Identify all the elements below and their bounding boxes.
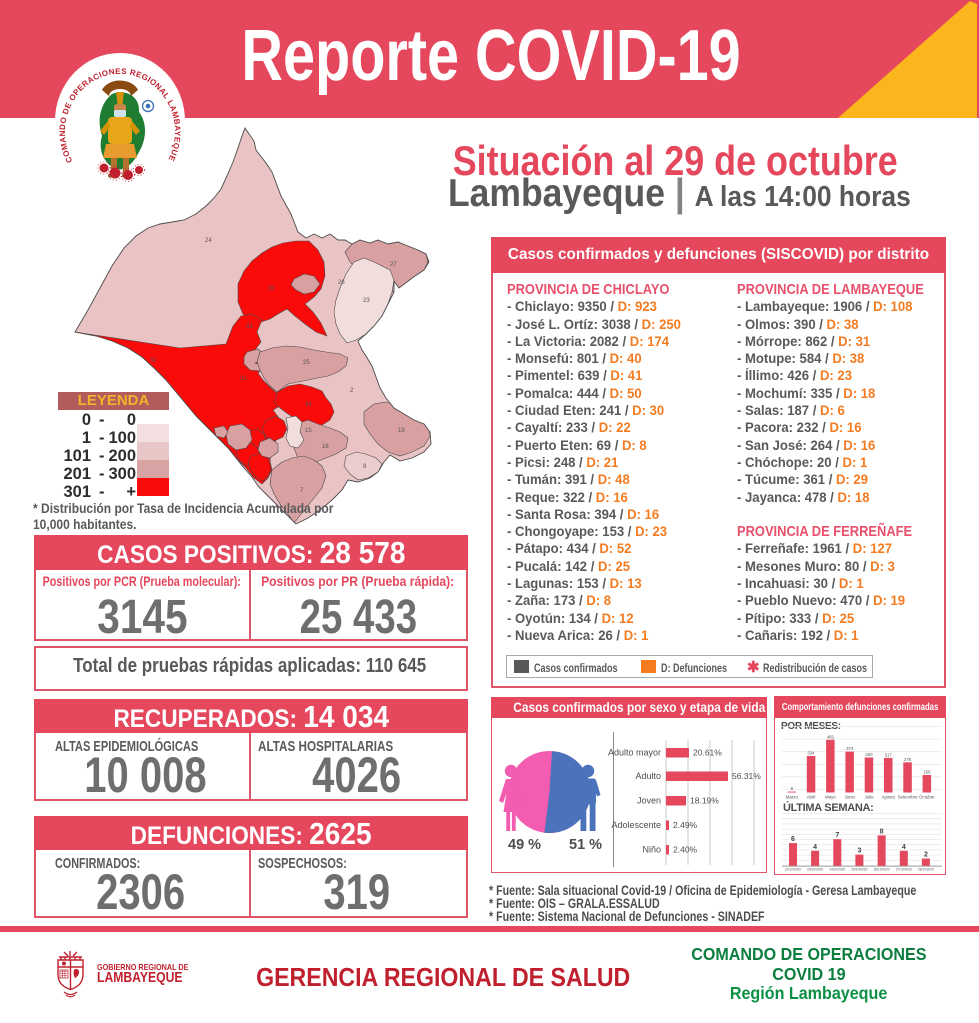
svg-text:51 %: 51 %	[569, 837, 602, 853]
svg-text:374: 374	[846, 746, 854, 751]
svg-text:24/10/2020: 24/10/2020	[829, 867, 845, 871]
svg-text:2: 2	[924, 852, 928, 859]
svg-text:Abril: Abril	[807, 795, 816, 800]
svg-text:2.40%: 2.40%	[673, 845, 698, 855]
svg-text:317: 317	[885, 752, 893, 757]
svg-text:160: 160	[923, 770, 931, 775]
svg-text:Julio: Julio	[864, 795, 874, 800]
svg-text:20.61%: 20.61%	[693, 748, 722, 758]
svg-text:Adulto: Adulto	[635, 771, 661, 781]
svg-text:30: 30	[268, 286, 275, 292]
svg-text:Niño: Niño	[642, 845, 661, 855]
svg-text:33: 33	[246, 324, 253, 330]
svg-text:32: 32	[150, 358, 157, 364]
svg-text:27/10/2020: 27/10/2020	[896, 867, 912, 871]
svg-text:23: 23	[363, 298, 370, 304]
svg-text:23/10/2020: 23/10/2020	[807, 867, 823, 871]
svg-text:2.49%: 2.49%	[673, 820, 698, 830]
svg-text:Octubre: Octubre	[919, 795, 935, 800]
svg-text:Mayo: Mayo	[825, 795, 836, 800]
svg-text:7: 7	[835, 832, 839, 839]
svg-text:7: 7	[300, 488, 304, 494]
svg-text:34: 34	[305, 402, 312, 408]
svg-text:3: 3	[857, 848, 861, 855]
svg-text:27: 27	[390, 262, 397, 268]
svg-text:56.31%: 56.31%	[732, 771, 761, 781]
svg-text:6: 6	[791, 836, 795, 843]
svg-text:4: 4	[813, 844, 817, 851]
svg-text:ÚLTIMA SEMANA:: ÚLTIMA SEMANA:	[783, 801, 874, 814]
svg-text:18.19%: 18.19%	[690, 796, 719, 806]
svg-text:19: 19	[398, 428, 405, 434]
svg-text:320: 320	[865, 752, 873, 757]
svg-text:Joven: Joven	[637, 796, 661, 806]
svg-text:4: 4	[902, 844, 906, 851]
svg-text:Marzo: Marzo	[786, 795, 799, 800]
svg-text:8: 8	[791, 786, 794, 791]
svg-text:Junio: Junio	[844, 795, 855, 800]
svg-text:2: 2	[350, 388, 354, 394]
svg-text:25/10/2020: 25/10/2020	[851, 867, 867, 871]
svg-text:25: 25	[303, 360, 310, 366]
svg-text:482: 482	[827, 734, 835, 739]
svg-text:28/10/2020: 28/10/2020	[918, 867, 934, 871]
svg-text:Setiembre: Setiembre	[898, 795, 919, 800]
svg-text:26/10/2020: 26/10/2020	[874, 867, 890, 871]
svg-text:Adulto mayor: Adulto mayor	[608, 748, 661, 758]
svg-text:15: 15	[305, 428, 312, 434]
svg-text:8: 8	[880, 828, 884, 835]
svg-text:Agosto: Agosto	[881, 795, 895, 800]
svg-text:49 %: 49 %	[508, 837, 541, 853]
svg-text:24: 24	[205, 238, 212, 244]
svg-text:8: 8	[363, 464, 367, 470]
svg-text:16: 16	[322, 444, 329, 450]
svg-text:31: 31	[240, 376, 247, 382]
svg-text:26: 26	[338, 280, 345, 286]
svg-text:Adolescente: Adolescente	[611, 820, 661, 830]
svg-text:334: 334	[807, 751, 815, 756]
svg-text:276: 276	[904, 757, 912, 762]
svg-text:22/10/2020: 22/10/2020	[785, 867, 801, 871]
